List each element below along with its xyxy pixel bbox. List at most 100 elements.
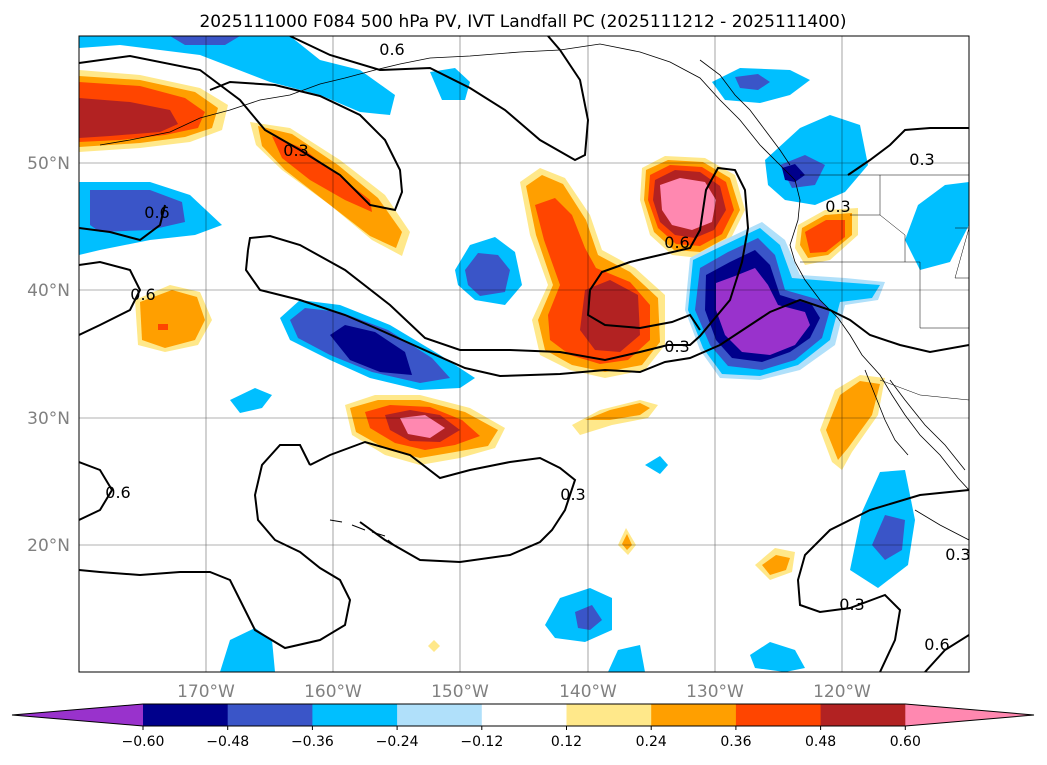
anomaly-blob-central-blue-core (330, 325, 412, 375)
contour-label-13: 0.6 (924, 635, 949, 654)
alaska-coast (429, 43, 796, 181)
colorbar-tick-label-1: −0.48 (206, 734, 249, 750)
anomaly-blob-oregon-red (805, 220, 845, 253)
colorbar-tick-label-5: 0.12 (551, 734, 582, 750)
lat-labels: 50°N 40°N 30°N 20°N (27, 154, 70, 556)
map-title: 2025111000 F084 500 hPa PV, IVT Landfall… (199, 12, 846, 32)
lon-label-160w: 160°W (304, 682, 362, 702)
contour-label-12: 0.3 (945, 545, 970, 564)
contour-03-main-loop (244, 249, 969, 378)
anomaly-blob-s-blue-4 (750, 642, 805, 672)
colorbar-segment-3 (312, 704, 398, 726)
contour-03-goa (79, 54, 404, 212)
contour-03-central (247, 166, 750, 362)
colorbar-segment-6 (566, 704, 652, 726)
colorbar-tick-label-0: −0.60 (122, 734, 165, 750)
contour-label-1: 0.6 (379, 40, 404, 59)
anomaly-blob-nw-blue-core (170, 36, 240, 45)
colorbar-segment-4 (397, 704, 483, 726)
lat-label-30n: 30°N (27, 409, 70, 429)
pv-contours (79, 36, 969, 672)
anomaly-blob-warm-30n-pink (400, 415, 445, 438)
contour-03-mid-tropical (309, 440, 577, 564)
contour-06-northwest (289, 36, 590, 162)
anomaly-blob-se-blue-core (872, 515, 905, 560)
anomaly-blob-wa-blue-dark (782, 164, 805, 182)
colorbar: −0.60 −0.48 −0.36 −0.24 −0.12 0.12 0.24 0.36 0.4… (11, 703, 1035, 750)
contour-label-8: 0.3 (909, 150, 934, 169)
anomaly-blob-s-warm-2-orange (622, 534, 632, 550)
contour-03-se-corner (924, 634, 969, 672)
colorbar-tick-label-4: −0.12 (460, 734, 503, 750)
lat-label-40n: 40°N (27, 281, 70, 301)
anomaly-blob-s-warm-1-orange (762, 555, 790, 575)
gulf-california-coast (889, 379, 966, 471)
colorbar-segment-9 (820, 704, 906, 726)
colorbar-segment-2 (227, 704, 313, 726)
anomaly-blob-nw-blue (79, 36, 395, 115)
colorbar-segment-8 (735, 704, 822, 726)
contour-03-canada (847, 127, 969, 176)
west-coast (789, 179, 969, 491)
anomaly-blob-tongue-dark (580, 280, 640, 352)
lon-labels: 170°W 160°W 150°W 140°W 130°W 120°W (177, 682, 871, 702)
us-states-3 (879, 214, 906, 262)
anomaly-blob-s-blue-2 (220, 628, 275, 672)
lon-label-150w: 150°W (431, 682, 489, 702)
colorbar-tick-label-7: 0.36 (720, 734, 751, 750)
anomaly-blob-streak-31n-orange (585, 403, 650, 420)
bc-islands (699, 59, 791, 166)
anomaly-blob-w38-orange (140, 290, 205, 348)
lon-label-130w: 130°W (686, 682, 744, 702)
contour-label-7: 0.3 (825, 197, 850, 216)
us-states-2 (800, 261, 969, 329)
contour-03-southeast (796, 489, 969, 672)
map-frame (78, 35, 970, 673)
lon-label-140w: 140°W (559, 682, 617, 702)
lat-label-50n: 50°N (27, 154, 70, 174)
contour-03-subtropical (79, 461, 114, 521)
colorbar-segment-5 (481, 704, 567, 726)
anomaly-blob-blue-42n-core (465, 253, 510, 296)
mexico-west-coast (914, 509, 969, 541)
anomaly-blob-rockies-blue (905, 182, 969, 270)
anomaly-blob-w38-core (158, 324, 168, 330)
us-states-4 (954, 227, 969, 279)
contour-label-4: 0.6 (130, 285, 155, 304)
anomaly-blob-s-warm-3 (428, 640, 440, 652)
anomaly-blob-small-blue-31n (230, 388, 272, 413)
lat-label-20n: 20°N (27, 536, 70, 556)
contour-label-10: 0.6 (105, 483, 130, 502)
colorbar-tick-label-8: 0.48 (805, 734, 836, 750)
lon-label-120w: 120°W (813, 682, 871, 702)
colorbar-tick-label-6: 0.24 (636, 734, 667, 750)
anomaly-blob-s-blue-5 (645, 456, 668, 474)
contour-06-west (79, 204, 166, 242)
colorbar-tick-label-2: −0.36 (291, 734, 334, 750)
contour-06-w40 (79, 260, 142, 336)
colorbar-tick-label-3: −0.24 (376, 734, 419, 750)
anomaly-blob-bc-blue-core (735, 74, 770, 90)
contour-label-11: 0.3 (839, 595, 864, 614)
contour-label-9: 0.3 (560, 485, 585, 504)
mexico-border (879, 379, 969, 401)
baja-peninsula (864, 369, 909, 456)
contour-labels: 0.6 0.3 0.6 0.6 0.6 0.3 0.3 0.3 0.3 0.6 … (105, 40, 970, 654)
anomaly-blob-s-blue-1-core (575, 605, 602, 630)
contour-label-2: 0.3 (283, 141, 308, 160)
contour-label-3: 0.6 (144, 203, 169, 222)
contour-label-5: 0.6 (664, 233, 689, 252)
colorbar-segment-7 (651, 704, 737, 726)
hawaii-islands (329, 519, 399, 549)
colorbar-segment-extend-low (12, 704, 143, 726)
contour-label-6: 0.3 (664, 337, 689, 356)
anomaly-blob-s-blue-3 (608, 645, 645, 672)
lon-label-170w: 170°W (177, 682, 235, 702)
colorbar-tick-label-9: 0.60 (890, 734, 921, 750)
anomaly-blob-aleutian-dark (79, 98, 178, 138)
map-panel: 0.6 0.3 0.6 0.6 0.6 0.3 0.3 0.3 0.3 0.6 … (78, 35, 971, 673)
anomaly-blob-goa-red (272, 136, 372, 212)
contour-03-tropical (79, 444, 352, 650)
colorbar-segment-1 (143, 704, 229, 726)
